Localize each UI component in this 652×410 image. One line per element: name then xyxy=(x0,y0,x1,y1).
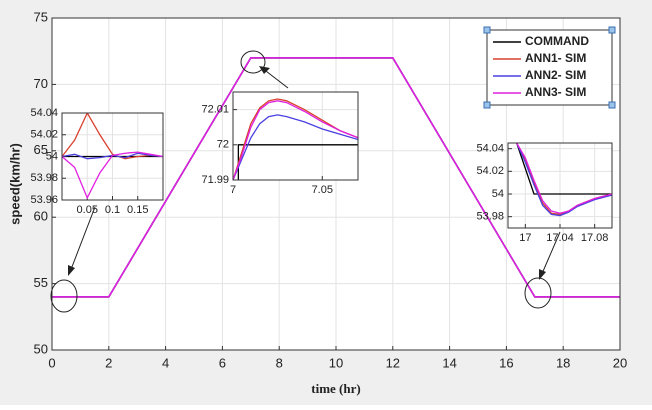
line-series xyxy=(233,98,358,180)
x-tick-label: 0.15 xyxy=(127,204,148,216)
circle xyxy=(240,50,266,74)
x-tick-label: 12 xyxy=(386,355,400,370)
y-tick-label: 60 xyxy=(34,209,48,224)
y-tick-label: 54.04 xyxy=(476,143,504,155)
y-axis-label: speed(km/hr) xyxy=(7,143,22,225)
y-tick-label: 55 xyxy=(34,275,48,290)
arrow xyxy=(69,206,96,273)
legend-handle xyxy=(608,26,616,34)
main-axes: 0 2 4 6 8 10 12 14 16 18 20 50 55 60 65 70 75 COMMAND ANN1… xyxy=(34,9,628,370)
axes-box xyxy=(232,91,359,181)
inset: 0.05 0.1 0.15 53.96 53.98 54 54.02 54.04 xyxy=(30,107,164,216)
x-tick-label: 20 xyxy=(613,355,627,370)
line-series xyxy=(52,57,620,298)
y-tick-label: 72.01 xyxy=(201,104,229,116)
x-tick-label: 17.08 xyxy=(581,232,609,244)
inset: 17 17.04 17.08 53.98 54 54.02 54.04 xyxy=(476,142,613,244)
line-series xyxy=(233,100,358,180)
x-tick-label: 16 xyxy=(499,355,513,370)
y-tick-label: 65 xyxy=(34,142,48,157)
line-series xyxy=(233,114,358,180)
arrowhead xyxy=(68,265,75,276)
legend-handle xyxy=(608,101,616,109)
axes-box xyxy=(61,112,164,201)
x-tick-label: 0 xyxy=(48,355,55,370)
arrowhead xyxy=(259,66,270,74)
legend-label: ANN1- SIM xyxy=(525,51,586,65)
y-tick-label: 54 xyxy=(46,150,58,162)
x-tick-label: 0.1 xyxy=(105,204,120,216)
y-tick-label: 72 xyxy=(217,139,229,151)
x-tick-label: 4 xyxy=(162,355,169,370)
x-tick-label: 7 xyxy=(230,184,236,196)
y-tick-label: 54.02 xyxy=(30,129,58,141)
series-group xyxy=(62,113,163,200)
arrowhead xyxy=(539,269,546,280)
inset: 7 7.05 71.99 72 72.01 xyxy=(201,91,359,196)
y-tick-label: 53.98 xyxy=(30,172,58,184)
x-axis-label: time (hr) xyxy=(311,381,360,396)
legend-label: COMMAND xyxy=(525,34,589,48)
x-tick-label: 17.04 xyxy=(546,232,574,244)
y-tick-label: 70 xyxy=(34,76,48,91)
line-series xyxy=(516,143,612,195)
x-tick-label: 6 xyxy=(219,355,226,370)
circle xyxy=(50,279,78,313)
axes-box xyxy=(51,17,621,351)
y-tick-label: 75 xyxy=(34,9,48,24)
line-series xyxy=(62,151,163,200)
y-tick-label: 50 xyxy=(34,341,48,356)
y-tick-label: 54.04 xyxy=(30,107,58,119)
line-series xyxy=(516,143,612,214)
x-tick-label: 7.05 xyxy=(312,184,333,196)
series-group xyxy=(233,98,358,180)
x-tick-label: 10 xyxy=(329,355,343,370)
x-tick-label: 18 xyxy=(556,355,570,370)
y-tick-label: 54.02 xyxy=(476,165,504,177)
x-tick-label: 2 xyxy=(105,355,112,370)
y-tick-label: 53.96 xyxy=(30,194,58,206)
circle xyxy=(524,277,552,309)
x-tick-label: 14 xyxy=(442,355,456,370)
series-group xyxy=(52,57,620,298)
y-tick-label: 53.98 xyxy=(476,211,504,223)
legend-label: ANN3- SIM xyxy=(525,85,586,99)
x-tick-label: 17 xyxy=(519,232,531,244)
series-group xyxy=(516,143,612,217)
y-tick-label: 54 xyxy=(492,188,504,200)
arrow xyxy=(540,231,561,277)
line-series xyxy=(62,113,163,160)
arrowheads xyxy=(68,66,546,280)
x-tick-label: 0.05 xyxy=(77,204,98,216)
legend: COMMAND ANN1- SIM ANN2- SIM ANN3- SIM xyxy=(483,26,616,109)
axes-box xyxy=(507,142,613,229)
y-tick-label: 71.99 xyxy=(201,174,229,186)
legend-label: ANN2- SIM xyxy=(525,68,586,82)
legend-handle xyxy=(483,26,491,34)
line-series xyxy=(516,143,612,217)
x-tick-label: 8 xyxy=(276,355,283,370)
legend-handle xyxy=(483,101,491,109)
